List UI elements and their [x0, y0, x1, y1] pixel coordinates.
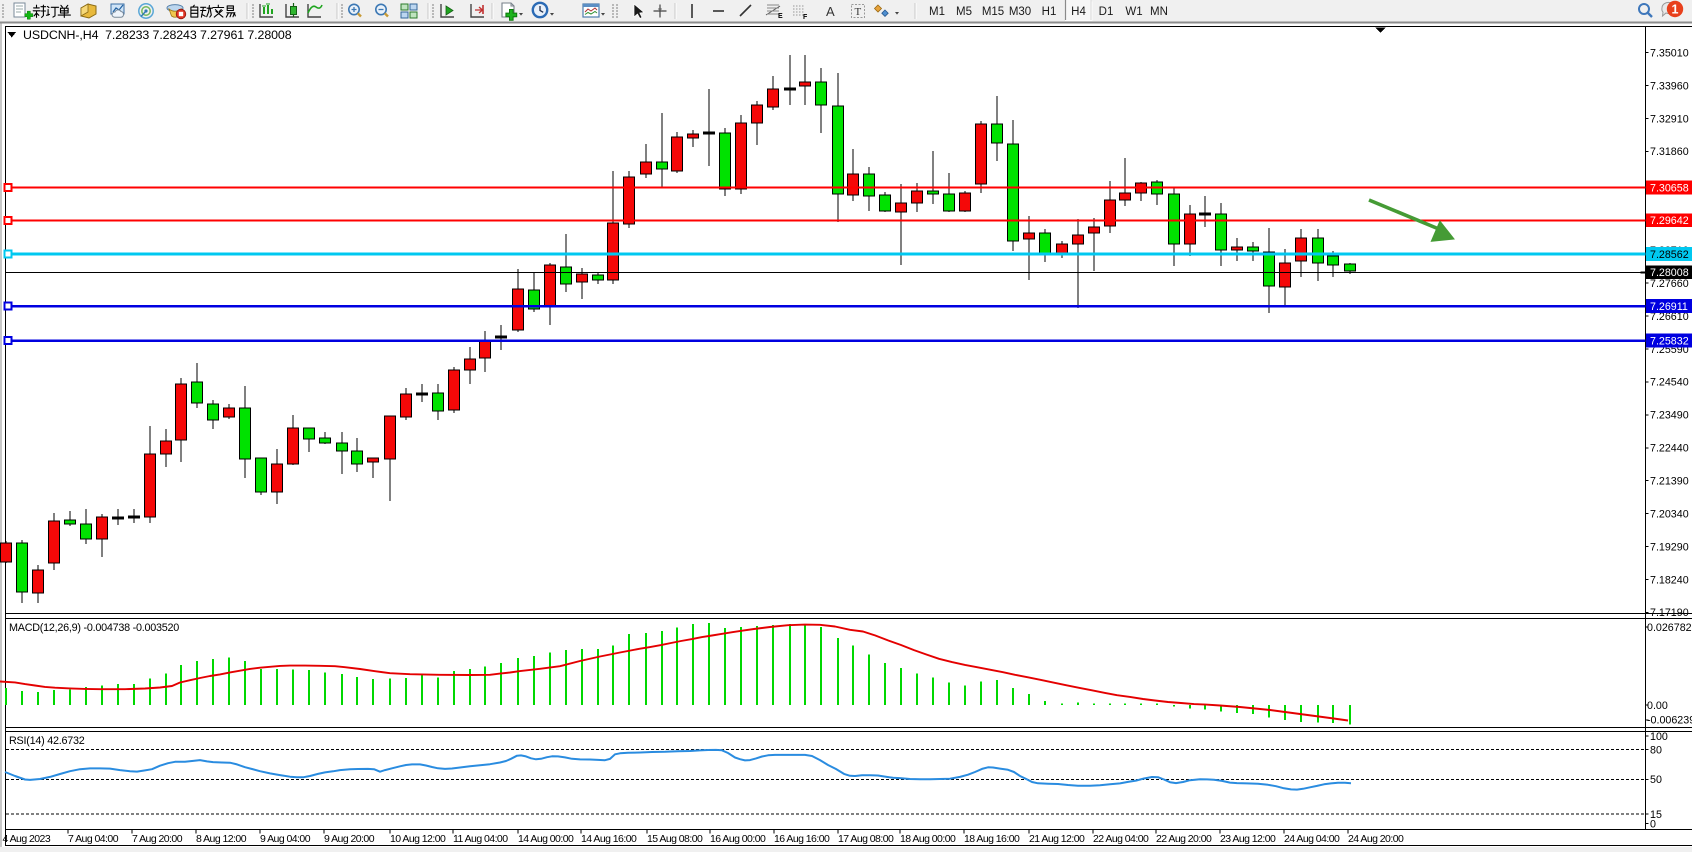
- svg-text:7.24540: 7.24540: [1650, 377, 1689, 389]
- svg-text:7.28562: 7.28562: [1650, 249, 1689, 261]
- svg-text:80: 80: [1650, 744, 1662, 756]
- svg-text:16 Aug 16:00: 16 Aug 16:00: [774, 833, 830, 845]
- svg-text:18 Aug 16:00: 18 Aug 16:00: [964, 833, 1020, 845]
- svg-text:9 Aug 20:00: 9 Aug 20:00: [324, 833, 375, 845]
- svg-text:7.21390: 7.21390: [1650, 475, 1689, 487]
- svg-text:W1: W1: [1125, 6, 1142, 18]
- svg-text:RSI(14) 42.6732: RSI(14) 42.6732: [9, 735, 85, 747]
- svg-text:7.26610: 7.26610: [1650, 311, 1689, 323]
- svg-text:7 Aug 20:00: 7 Aug 20:00: [132, 833, 183, 845]
- svg-text:7.25832: 7.25832: [1650, 335, 1689, 347]
- svg-text:7.32910: 7.32910: [1650, 113, 1689, 125]
- svg-text:MACD(12,26,9) -0.004738 -0.003: MACD(12,26,9) -0.004738 -0.003520: [9, 622, 179, 634]
- svg-text:4 Aug 2023: 4 Aug 2023: [3, 833, 51, 845]
- svg-text:0: 0: [1650, 818, 1656, 830]
- svg-text:17 Aug 08:00: 17 Aug 08:00: [838, 833, 894, 845]
- svg-text:7.22440: 7.22440: [1650, 443, 1689, 455]
- svg-text:15 Aug 08:00: 15 Aug 08:00: [647, 833, 703, 845]
- svg-text:22 Aug 20:00: 22 Aug 20:00: [1156, 833, 1212, 845]
- svg-text:7.30658: 7.30658: [1650, 182, 1689, 194]
- svg-text:23 Aug 12:00: 23 Aug 12:00: [1220, 833, 1276, 845]
- svg-text:24 Aug 04:00: 24 Aug 04:00: [1284, 833, 1340, 845]
- svg-text:-0.006239: -0.006239: [1647, 715, 1692, 727]
- svg-text:7.33960: 7.33960: [1650, 80, 1689, 92]
- svg-text:14 Aug 16:00: 14 Aug 16:00: [581, 833, 637, 845]
- svg-text:7.29642: 7.29642: [1650, 215, 1689, 227]
- svg-text:15: 15: [1650, 809, 1662, 821]
- svg-text:A: A: [826, 4, 835, 19]
- svg-text:H4: H4: [1071, 6, 1086, 18]
- svg-text:7.20340: 7.20340: [1650, 508, 1689, 520]
- svg-text:10 Aug 12:00: 10 Aug 12:00: [390, 833, 446, 845]
- svg-text:7.23490: 7.23490: [1650, 410, 1689, 422]
- svg-text:USDCNH-,H4 7.28233 7.28243 7.: USDCNH-,H4 7.28233 7.28243 7.27961 7.280…: [23, 28, 292, 42]
- svg-text:22 Aug 04:00: 22 Aug 04:00: [1093, 833, 1149, 845]
- svg-text:M15: M15: [982, 6, 1004, 18]
- svg-text:24 Aug 20:00: 24 Aug 20:00: [1348, 833, 1404, 845]
- svg-text:14 Aug 00:00: 14 Aug 00:00: [518, 833, 574, 845]
- svg-text:T: T: [855, 6, 862, 18]
- svg-text:D1: D1: [1099, 6, 1114, 18]
- svg-text:7.18240: 7.18240: [1650, 574, 1689, 586]
- svg-text:F: F: [803, 14, 808, 21]
- svg-text:7.17190: 7.17190: [1650, 607, 1689, 619]
- svg-text:M30: M30: [1009, 6, 1031, 18]
- svg-text:7.28008: 7.28008: [1650, 267, 1689, 279]
- svg-text:7 Aug 04:00: 7 Aug 04:00: [68, 833, 119, 845]
- svg-text:MN: MN: [1150, 6, 1168, 18]
- svg-text:0.00: 0.00: [1647, 700, 1668, 712]
- svg-text:100: 100: [1650, 731, 1668, 743]
- svg-text:9 Aug 04:00: 9 Aug 04:00: [260, 833, 311, 845]
- svg-text:16 Aug 00:00: 16 Aug 00:00: [710, 833, 766, 845]
- svg-text:8 Aug 12:00: 8 Aug 12:00: [196, 833, 247, 845]
- svg-text:7.19290: 7.19290: [1650, 541, 1689, 553]
- svg-text:50: 50: [1650, 774, 1662, 786]
- svg-text:7.26911: 7.26911: [1650, 301, 1688, 313]
- svg-text:0.026782: 0.026782: [1647, 622, 1692, 634]
- svg-text:11 Aug 04:00: 11 Aug 04:00: [453, 833, 508, 845]
- svg-text:7.35010: 7.35010: [1650, 47, 1689, 59]
- svg-text:M1: M1: [929, 6, 945, 18]
- svg-text:18 Aug 00:00: 18 Aug 00:00: [900, 833, 956, 845]
- svg-text:7.27660: 7.27660: [1650, 278, 1689, 290]
- svg-text:1: 1: [1672, 3, 1679, 17]
- svg-text:7.31860: 7.31860: [1650, 146, 1689, 158]
- svg-text:21 Aug 12:00: 21 Aug 12:00: [1029, 833, 1085, 845]
- svg-text:E: E: [778, 13, 783, 20]
- svg-text:H1: H1: [1042, 6, 1057, 18]
- svg-text:M5: M5: [956, 6, 972, 18]
